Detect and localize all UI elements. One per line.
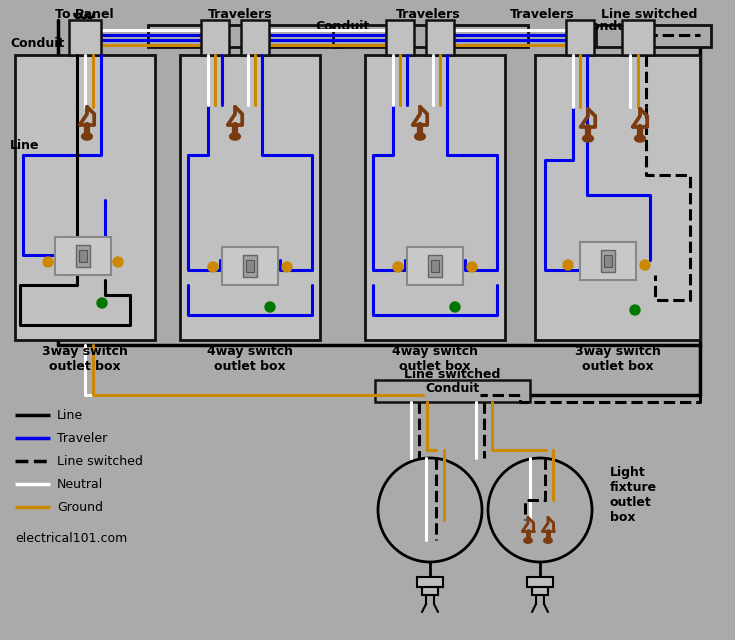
Bar — [180, 55, 320, 340]
Bar — [69, 20, 101, 55]
Text: Travelers: Travelers — [208, 8, 272, 21]
Text: Line switched: Line switched — [57, 454, 143, 467]
Text: Line: Line — [57, 408, 83, 422]
Ellipse shape — [634, 135, 645, 142]
Bar — [407, 247, 463, 285]
Circle shape — [97, 298, 107, 308]
Text: Conduit: Conduit — [425, 382, 479, 395]
Ellipse shape — [229, 133, 240, 140]
Bar — [201, 20, 229, 55]
Bar — [365, 55, 505, 340]
Bar — [535, 55, 700, 340]
Circle shape — [282, 262, 292, 272]
Text: Conduit: Conduit — [10, 36, 64, 49]
Bar — [431, 260, 439, 272]
Bar — [243, 255, 257, 277]
Circle shape — [563, 260, 573, 270]
Text: Line: Line — [10, 138, 40, 152]
Bar — [604, 255, 612, 267]
Bar — [79, 250, 87, 262]
Ellipse shape — [544, 538, 552, 543]
Text: Line switched: Line switched — [600, 8, 698, 21]
Text: Conduit: Conduit — [315, 20, 369, 33]
Text: 4way switch
outlet box: 4way switch outlet box — [207, 345, 293, 373]
Circle shape — [467, 262, 477, 272]
Circle shape — [393, 262, 403, 272]
Bar — [15, 55, 155, 340]
Text: Line switched: Line switched — [404, 368, 501, 381]
Text: Travelers: Travelers — [395, 8, 460, 21]
Ellipse shape — [415, 133, 426, 140]
Text: electrical101.com: electrical101.com — [15, 532, 127, 545]
Bar — [566, 20, 594, 55]
Text: Conduit: Conduit — [583, 20, 637, 33]
Bar — [622, 20, 654, 55]
Circle shape — [113, 257, 123, 267]
Circle shape — [43, 257, 53, 267]
Circle shape — [208, 262, 218, 272]
Circle shape — [640, 260, 650, 270]
Bar — [428, 255, 442, 277]
Text: Light
fixture
outlet
box: Light fixture outlet box — [610, 466, 657, 524]
Text: Travelers: Travelers — [509, 8, 574, 21]
Text: 3way switch
outlet box: 3way switch outlet box — [575, 345, 661, 373]
Bar — [532, 587, 548, 595]
Text: Traveler: Traveler — [57, 431, 107, 445]
Bar — [375, 380, 530, 402]
Text: Neutral: Neutral — [57, 477, 103, 490]
Bar — [333, 25, 528, 47]
Bar — [426, 20, 454, 55]
Text: Ground: Ground — [57, 500, 103, 513]
Circle shape — [450, 302, 460, 312]
Text: To Panel: To Panel — [54, 8, 113, 21]
Bar — [596, 25, 711, 47]
Bar — [417, 577, 443, 587]
Bar — [527, 577, 553, 587]
Ellipse shape — [82, 133, 93, 140]
Bar — [601, 250, 615, 272]
Bar — [246, 260, 254, 272]
Bar — [148, 25, 343, 47]
Ellipse shape — [583, 135, 593, 142]
Bar — [76, 245, 90, 267]
Bar — [55, 237, 111, 275]
Circle shape — [630, 305, 640, 315]
Bar — [386, 20, 414, 55]
Bar — [222, 247, 278, 285]
Circle shape — [265, 302, 275, 312]
Bar — [241, 20, 269, 55]
Text: 4way switch
outlet box: 4way switch outlet box — [392, 345, 478, 373]
Text: 3way switch
outlet box: 3way switch outlet box — [42, 345, 128, 373]
Ellipse shape — [524, 538, 532, 543]
Bar — [422, 587, 438, 595]
Bar — [580, 242, 636, 280]
